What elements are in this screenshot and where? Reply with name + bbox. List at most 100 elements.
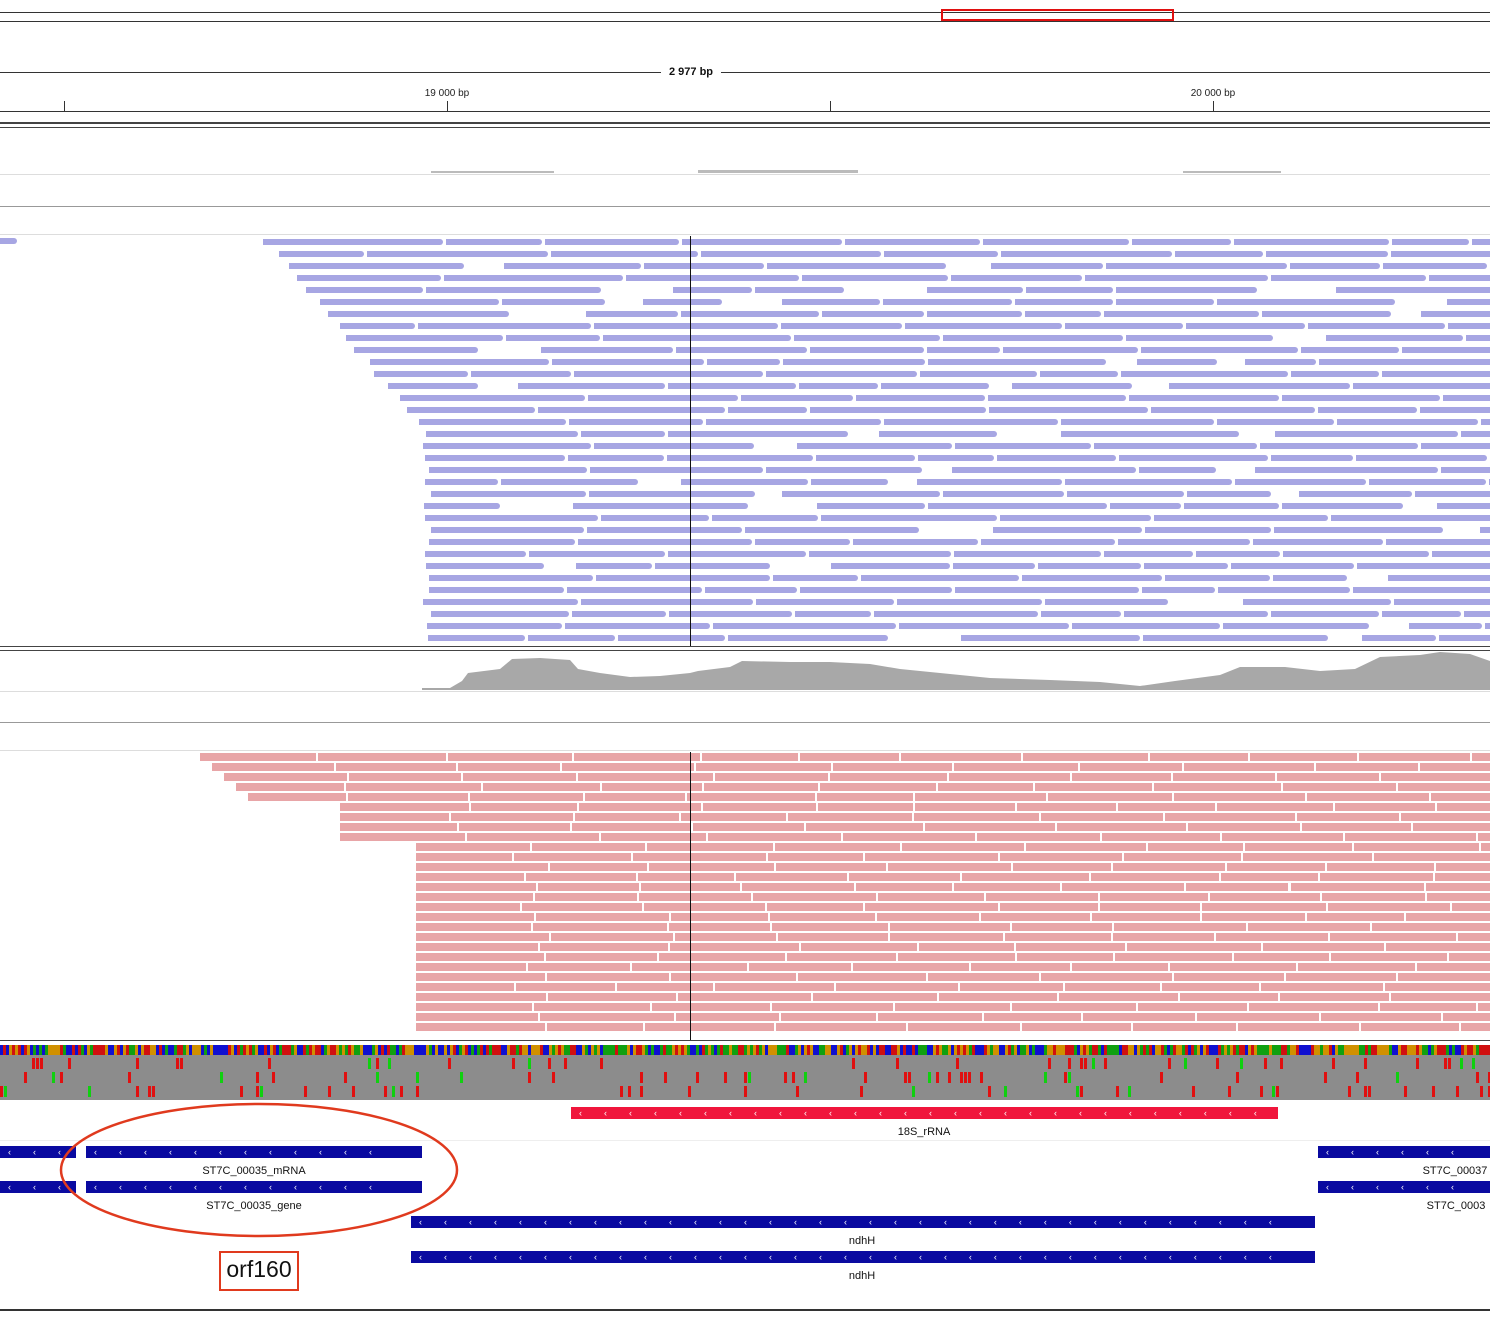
read — [1133, 1023, 1237, 1031]
codon — [68, 1058, 71, 1069]
codon — [1356, 1072, 1359, 1083]
read — [765, 371, 917, 377]
read — [1242, 599, 1392, 605]
read — [1479, 527, 1490, 533]
base — [699, 1045, 702, 1055]
base — [480, 1045, 483, 1055]
st7c-00037-mrna-feature[interactable]: ‹‹‹‹‹‹ — [1318, 1146, 1490, 1158]
read — [976, 833, 1101, 841]
read — [1447, 323, 1490, 329]
read — [567, 455, 665, 461]
codon — [956, 1058, 959, 1069]
base — [366, 1045, 369, 1055]
panel-divider — [0, 127, 1490, 128]
base — [138, 1045, 141, 1055]
alignment-track-1[interactable] — [0, 236, 1490, 646]
read — [1289, 263, 1380, 269]
base — [117, 1045, 120, 1055]
read — [796, 443, 953, 449]
chromosome-overview-line-bottom — [0, 21, 1490, 22]
read — [712, 515, 818, 521]
base — [723, 1045, 726, 1055]
read — [428, 635, 525, 641]
base — [393, 1045, 396, 1055]
coverage-track-2[interactable] — [0, 651, 1490, 691]
base — [507, 1045, 510, 1055]
ndhh-feature-1[interactable]: ‹‹‹‹‹‹‹‹‹‹‹‹‹‹‹‹‹‹‹‹‹‹‹‹‹‹‹‹‹‹‹‹‹‹‹ — [411, 1216, 1315, 1228]
base — [843, 1045, 846, 1055]
base — [426, 1045, 429, 1055]
codon — [328, 1086, 331, 1097]
codon — [548, 1058, 551, 1069]
base — [1242, 1045, 1245, 1055]
read — [416, 983, 515, 991]
base — [561, 1045, 564, 1055]
18s-rrna-feature[interactable]: ‹‹‹‹‹‹‹‹‹‹‹‹‹‹‹‹‹‹‹‹‹‹‹‹‹‹‹‹ — [571, 1107, 1278, 1119]
base — [234, 1045, 237, 1055]
base — [93, 1045, 96, 1055]
base — [408, 1045, 411, 1055]
st7c-00035-gene-feature[interactable]: ‹‹‹‹‹‹‹‹‹‹‹‹ — [86, 1181, 422, 1193]
base — [450, 1045, 453, 1055]
read — [1186, 491, 1272, 497]
base — [1272, 1045, 1275, 1055]
read — [340, 813, 450, 821]
base — [1035, 1045, 1038, 1055]
base — [1350, 1045, 1353, 1055]
codon — [688, 1086, 691, 1097]
codon — [904, 1072, 907, 1083]
st7c-0003-gene-feature[interactable]: ‹‹‹‹‹‹ — [1318, 1181, 1490, 1193]
codon — [620, 1086, 623, 1097]
read — [423, 599, 579, 605]
base — [1446, 1045, 1449, 1055]
ndhh-feature-2[interactable]: ‹‹‹‹‹‹‹‹‹‹‹‹‹‹‹‹‹‹‹‹‹‹‹‹‹‹‹‹‹‹‹‹‹‹‹ — [411, 1251, 1315, 1263]
read — [852, 539, 978, 545]
read — [668, 551, 807, 557]
codon — [1364, 1058, 1367, 1069]
read — [787, 953, 897, 961]
gene-feature-left-fragment[interactable]: ‹‹‹ — [0, 1181, 76, 1193]
read — [1461, 1023, 1490, 1031]
read — [799, 587, 952, 593]
read — [1270, 275, 1426, 281]
read — [593, 443, 754, 449]
base — [375, 1045, 378, 1055]
st7c-00035-mrna-feature[interactable]: ‹‹‹‹‹‹‹‹‹‹‹‹ — [86, 1146, 422, 1158]
base — [975, 1045, 978, 1055]
tick-label-20000: 20 000 bp — [1187, 88, 1239, 99]
read — [1430, 793, 1490, 801]
base — [918, 1045, 921, 1055]
read — [928, 973, 1039, 981]
read — [568, 419, 703, 425]
base — [306, 1045, 309, 1055]
base — [951, 1045, 954, 1055]
base — [198, 1045, 201, 1055]
current-region-indicator[interactable] — [941, 9, 1174, 21]
read — [320, 299, 499, 305]
read — [659, 953, 786, 961]
read — [1110, 503, 1182, 509]
base — [354, 1045, 357, 1055]
base — [1104, 1045, 1107, 1055]
read — [1477, 833, 1490, 841]
base — [567, 1045, 570, 1055]
read — [735, 873, 847, 881]
read — [1065, 479, 1233, 485]
read — [1084, 275, 1268, 281]
read — [1401, 347, 1490, 353]
base — [207, 1045, 210, 1055]
base — [939, 1045, 942, 1055]
read — [1132, 239, 1232, 245]
base — [441, 1045, 444, 1055]
base — [63, 1045, 66, 1055]
read — [1356, 455, 1487, 461]
codon — [256, 1072, 259, 1083]
alignment-track-2[interactable] — [0, 752, 1490, 1040]
base — [1317, 1045, 1320, 1055]
mrna-feature-left-fragment[interactable]: ‹‹‹ — [0, 1146, 76, 1158]
read — [1353, 843, 1480, 851]
base — [738, 1045, 741, 1055]
read — [1318, 407, 1417, 413]
sequence-translation-track[interactable] — [0, 1045, 1490, 1100]
read — [1173, 773, 1276, 781]
